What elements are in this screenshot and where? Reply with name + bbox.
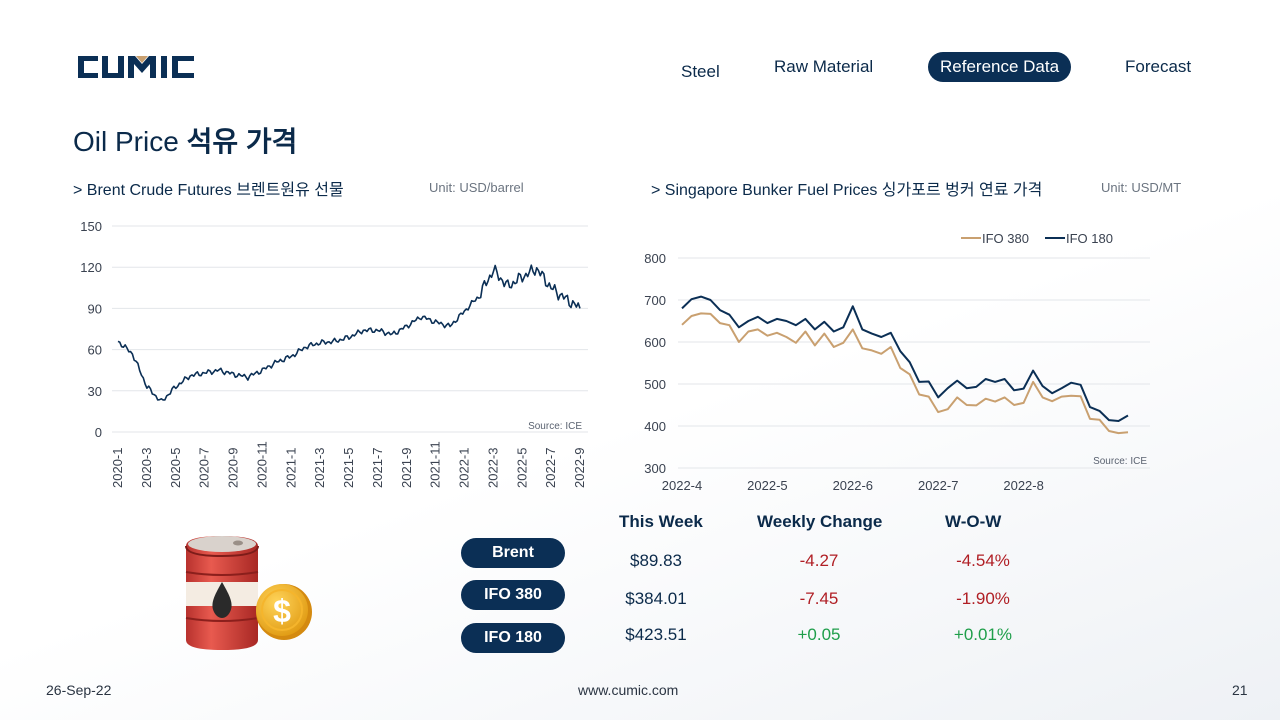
nav-forecast[interactable]: Forecast xyxy=(1125,57,1192,76)
brent-x-tick: 2020-11 xyxy=(254,441,269,488)
ifo-chart: 300 400 500 600 700 800 2022-4 2022-5 2022-6 2022… xyxy=(644,231,1150,493)
oil-barrel-dollar-icon: $ xyxy=(185,536,312,650)
ifo-x-tick: 2022-5 xyxy=(747,478,787,493)
ifo-y-tick: 500 xyxy=(644,377,666,392)
nav-raw-material[interactable]: Raw Material xyxy=(774,57,874,76)
brent-series-line xyxy=(117,264,581,401)
nav-reference-data[interactable]: Reference Data xyxy=(928,52,1072,82)
ifo-x-tick: 2022-7 xyxy=(918,478,958,493)
ifo380-change: -7.45 xyxy=(799,589,839,608)
brent-source-label: Source: ICE xyxy=(528,421,582,432)
ifo-y-tick: 600 xyxy=(644,335,666,350)
svg-text:$: $ xyxy=(273,593,291,629)
ifo-x-tick: 2022-8 xyxy=(1003,478,1043,493)
ifo-y-tick: 400 xyxy=(644,419,666,434)
ifo-y-tick: 800 xyxy=(644,251,666,266)
brent-section-heading: > Brent Crude Futures 브렌트원유 선물 xyxy=(73,182,344,199)
brent-x-tick: 2022-5 xyxy=(514,448,529,488)
row-label-ifo380: IFO 380 xyxy=(461,580,565,610)
brent-y-tick: 30 xyxy=(88,384,102,399)
brent-x-tick: 2022-1 xyxy=(457,448,472,488)
ifo-x-tick: 2022-6 xyxy=(833,478,873,493)
ifo380-wow: -1.90% xyxy=(956,589,1010,608)
brent-y-tick: 120 xyxy=(80,260,102,275)
ifo-x-tick: 2022-4 xyxy=(662,478,702,493)
cumic-logo[interactable] xyxy=(76,52,206,82)
brent-x-tick: 2021-5 xyxy=(341,448,356,488)
row-label-brent: Brent xyxy=(461,538,565,568)
col-this-week: This Week xyxy=(619,512,703,531)
brent-x-tick: 2021-3 xyxy=(312,448,327,488)
brent-y-tick: 0 xyxy=(95,425,102,440)
ifo180-change: +0.05 xyxy=(797,625,841,644)
brent-wow: -4.54% xyxy=(956,551,1010,570)
brent-chart: 0 30 60 90 120 150 2020-1 2020-3 2020-5 2020-7 202… xyxy=(80,219,588,488)
col-wow: W-O-W xyxy=(945,512,1002,531)
brent-x-tick: 2020-1 xyxy=(110,448,125,488)
page-title: Oil Price 석유 가격 xyxy=(73,120,297,160)
brent-y-tick: 150 xyxy=(80,219,102,234)
col-weekly-change: Weekly Change xyxy=(757,512,883,531)
brent-x-tick: 2020-7 xyxy=(197,448,212,488)
footer-date: 26-Sep-22 xyxy=(46,682,112,698)
page-title-kr: 석유 가격 xyxy=(186,126,298,157)
brent-x-tick: 2021-9 xyxy=(399,448,414,488)
ifo180-wow: +0.01% xyxy=(953,625,1013,644)
ifo-y-tick: 300 xyxy=(644,461,666,476)
nav-steel[interactable]: Steel xyxy=(681,62,720,81)
brent-x-tick: 2022-9 xyxy=(572,448,587,488)
brent-x-tick: 2020-3 xyxy=(139,448,154,488)
ifo-y-tick: 700 xyxy=(644,293,666,308)
ifo-series-ifo180 xyxy=(681,295,1129,422)
brent-x-tick: 2021-7 xyxy=(370,448,385,488)
footer-page-number: 21 xyxy=(1232,682,1248,698)
footer-website[interactable]: www.cumic.com xyxy=(578,682,679,698)
brent-y-tick: 90 xyxy=(88,301,102,316)
brent-x-tick: 2022-3 xyxy=(485,448,500,488)
brent-x-tick: 2021-1 xyxy=(283,448,298,488)
brent-x-tick: 2022-7 xyxy=(543,448,558,488)
ifo-source-label: Source: ICE xyxy=(1093,456,1147,467)
ifo-legend-label: IFO 180 xyxy=(1066,231,1113,246)
brent-this-week: $89.83 xyxy=(630,551,682,570)
ifo180-this-week: $423.51 xyxy=(625,625,687,644)
bunker-section-heading: > Singapore Bunker Fuel Prices 싱가포르 벙커 연… xyxy=(651,182,1043,199)
page-title-en: Oil Price xyxy=(73,126,179,157)
brent-unit: Unit: USD/barrel xyxy=(429,180,524,195)
brent-x-tick: 2020-5 xyxy=(168,448,183,488)
bunker-unit: Unit: USD/MT xyxy=(1101,180,1182,195)
ifo-legend-label: IFO 380 xyxy=(982,231,1029,246)
row-label-ifo180: IFO 180 xyxy=(461,623,565,653)
ifo380-this-week: $384.01 xyxy=(625,589,687,608)
brent-y-tick: 60 xyxy=(88,343,102,358)
brent-change: -4.27 xyxy=(799,551,839,570)
brent-x-tick: 2020-9 xyxy=(226,448,241,488)
ifo-series-ifo380 xyxy=(681,312,1129,435)
brent-x-tick: 2021-11 xyxy=(428,441,443,488)
